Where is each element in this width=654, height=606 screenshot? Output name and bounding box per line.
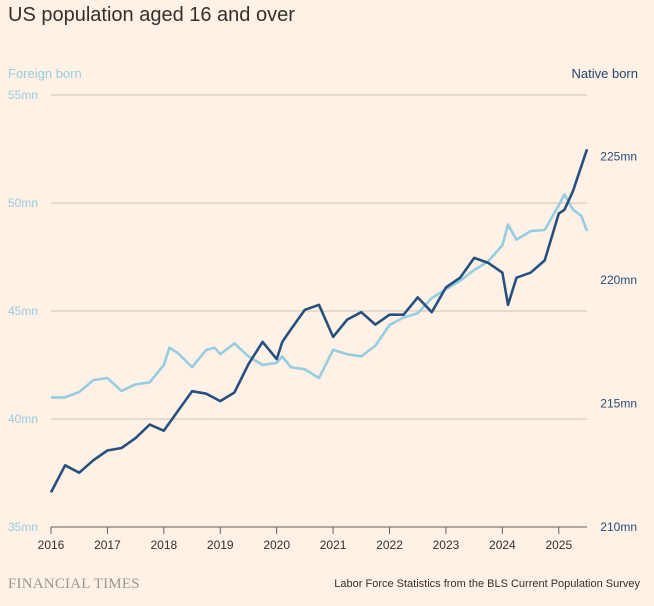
native-born-line [49,148,589,494]
left-tick-label: 35mn [8,520,38,534]
right-tick-label: 225mn [600,150,637,164]
ft-logo: FINANCIAL TIMES [8,576,140,592]
x-tick-label: 2021 [320,538,347,552]
left-axis-label: Foreign born [8,66,82,81]
source-note: Labor Force Statistics from the BLS Curr… [334,578,640,590]
x-tick-label: 2025 [545,538,572,552]
x-tick-label: 2024 [489,538,516,552]
left-tick-label: 55mn [8,88,38,102]
chart-title: US population aged 16 and over [8,4,295,26]
right-tick-label: 215mn [600,397,637,411]
x-tick-label: 2017 [94,538,121,552]
x-tick-label: 2018 [150,538,177,552]
x-tick-label: 2023 [433,538,460,552]
left-tick-label: 45mn [8,304,38,318]
right-tick-label: 210mn [600,520,637,534]
foreign-born-line [51,193,589,399]
left-tick-label: 40mn [8,412,38,426]
x-tick-label: 2019 [207,538,234,552]
x-tick-label: 2016 [38,538,65,552]
right-axis-label: Native born [571,66,638,81]
right-tick-label: 220mn [600,273,637,287]
x-tick-label: 2022 [376,538,403,552]
left-tick-label: 50mn [8,196,38,210]
x-tick-label: 2020 [263,538,290,552]
